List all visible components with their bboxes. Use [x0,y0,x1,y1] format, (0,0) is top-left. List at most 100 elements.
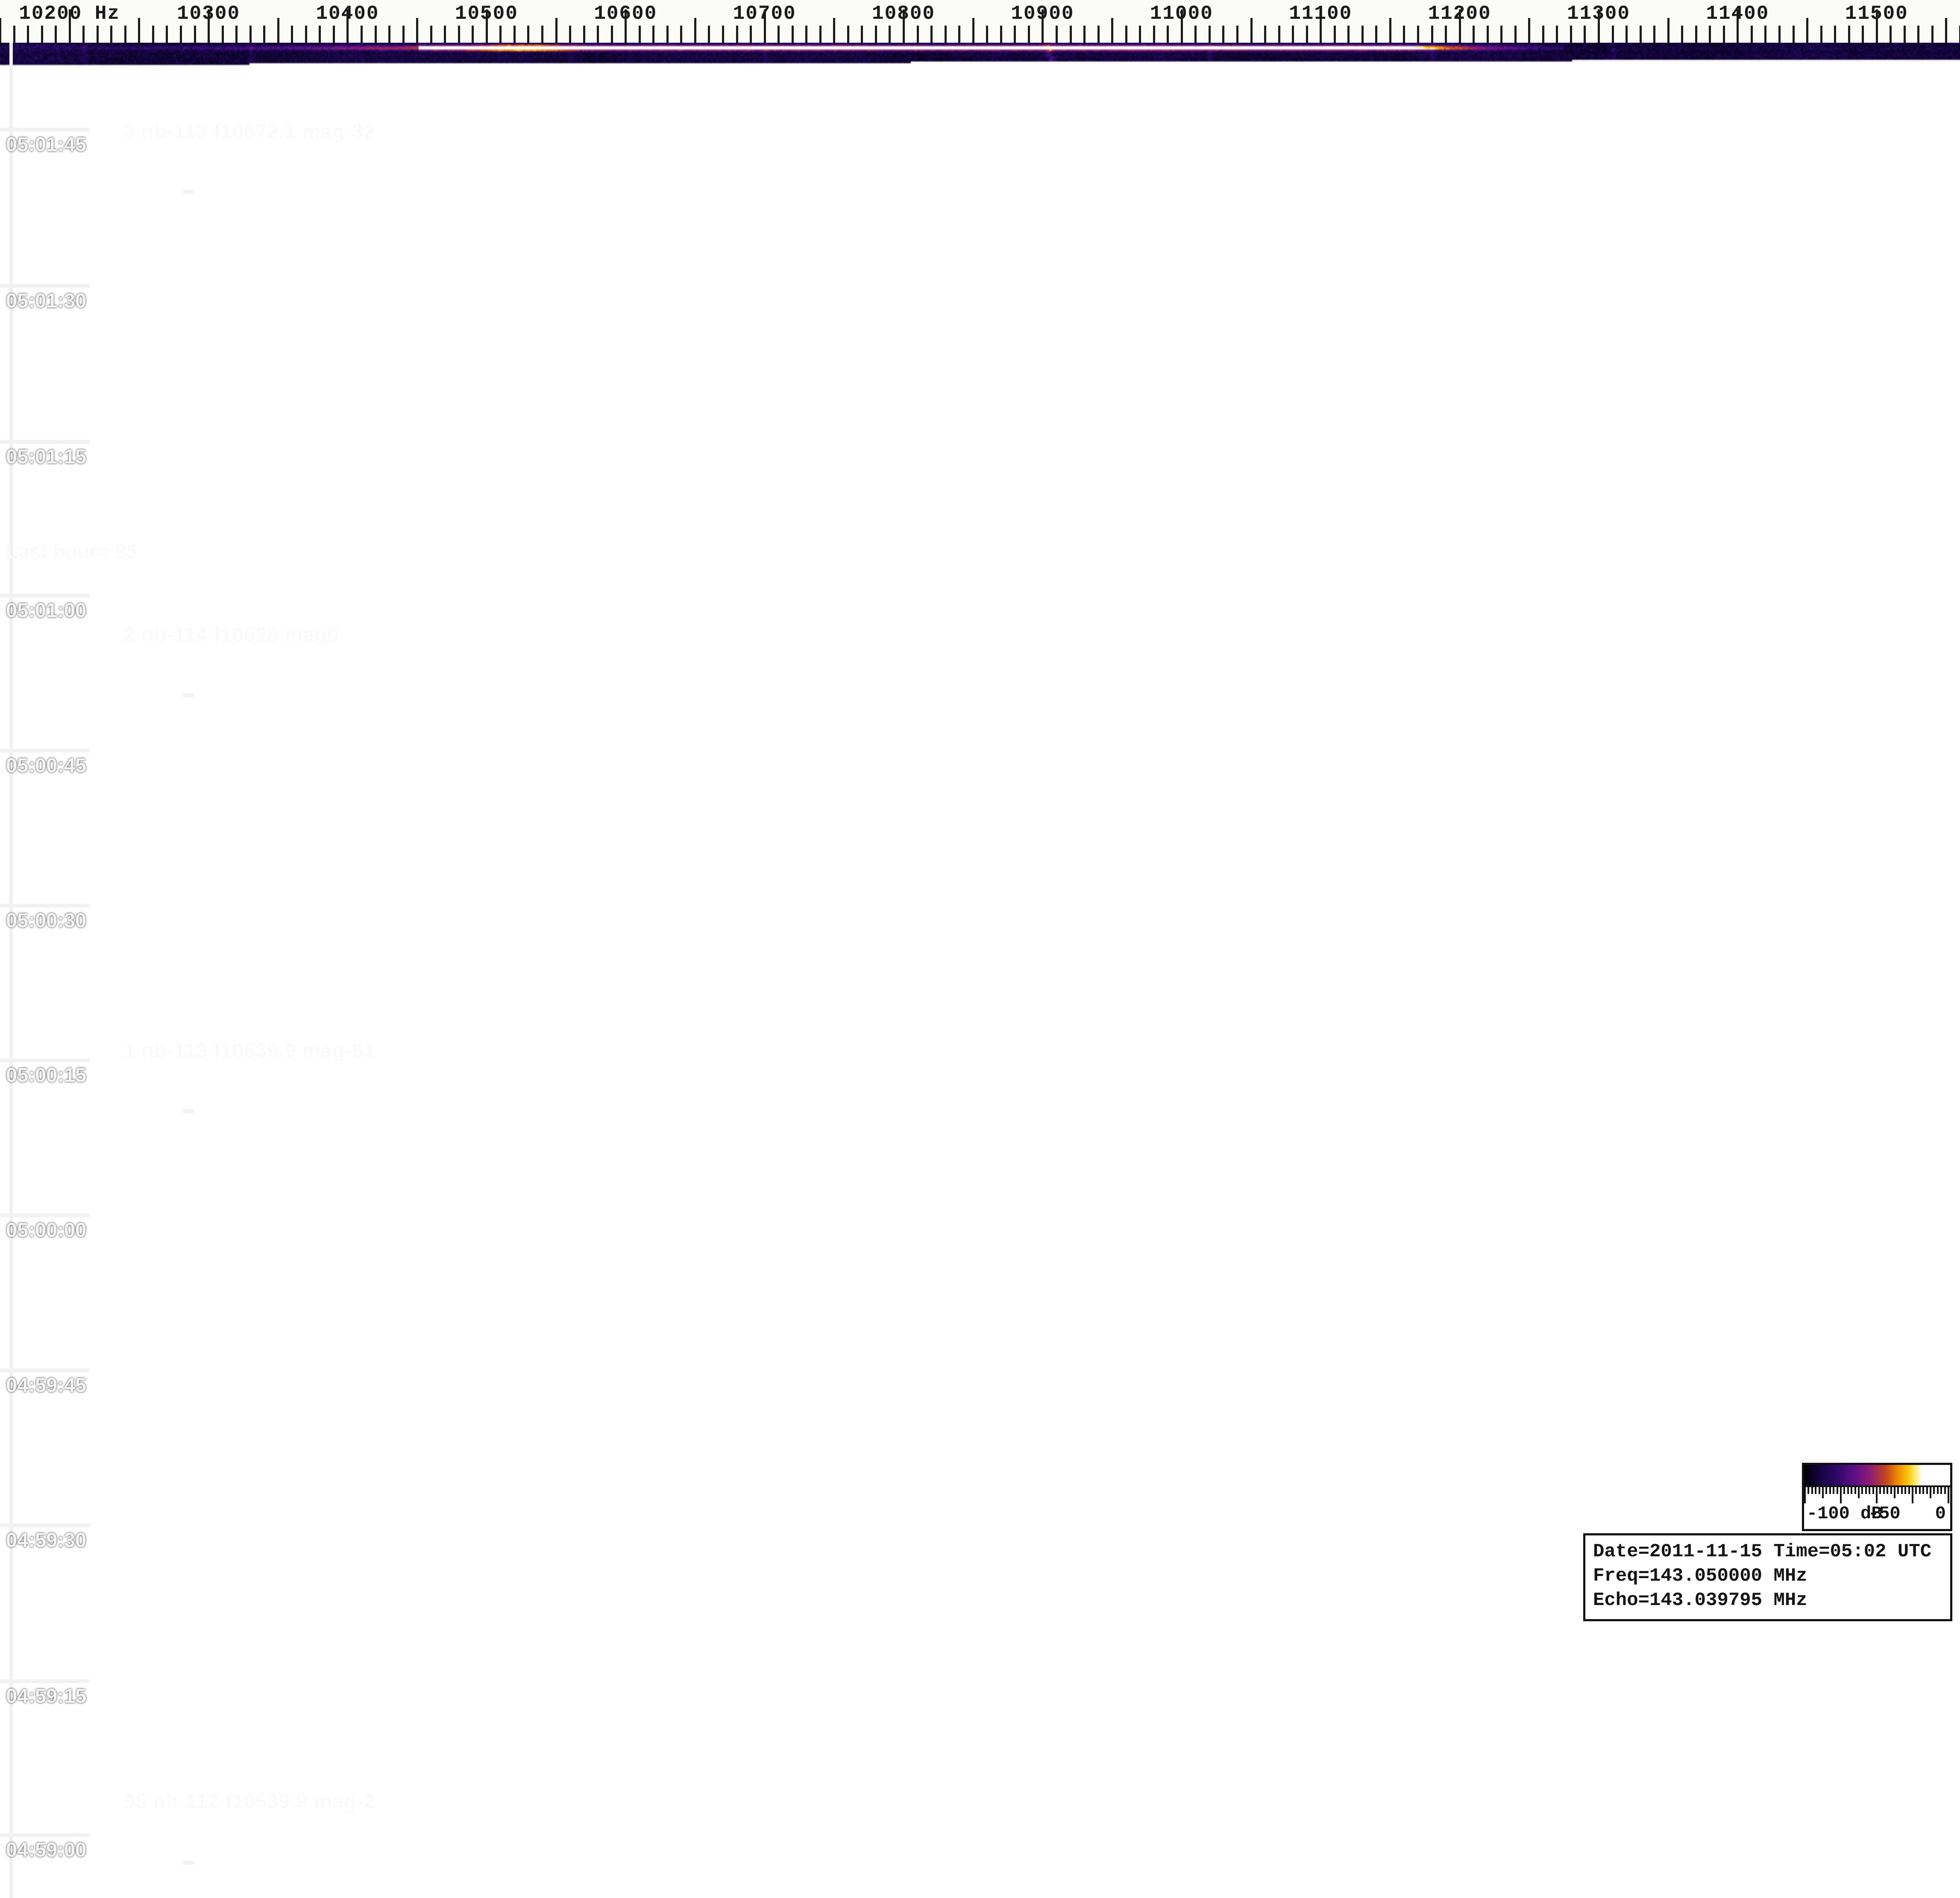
legend-tick [1915,1487,1917,1494]
freq-tick-minor [1848,26,1850,43]
freq-tick-minor [27,26,29,43]
freq-tick-minor [1514,26,1517,43]
freq-tick-minor [1500,26,1503,43]
legend-tick [1822,1487,1824,1498]
legend-tick [1811,1487,1813,1494]
freq-tick-minor [1792,26,1795,43]
freq-tick-minor [513,26,516,43]
freq-tick-minor [1431,26,1433,43]
legend-tick [1887,1487,1889,1494]
legend-tick [1908,1487,1910,1494]
freq-tick-minor [1097,26,1100,43]
legend-tick [1872,1487,1874,1494]
freq-tick-minor [82,26,85,43]
freq-tick-minor [722,26,725,43]
freq-tick-minor [1778,26,1781,43]
freq-tick-minor [736,26,738,43]
freq-tick-minor [694,18,696,43]
freq-tick-minor [610,26,613,43]
info-frequency: Freq=143.050000 MHz [1593,1565,1807,1587]
freq-tick-minor [1584,26,1586,43]
freq-axis-label: 11400 [1706,3,1769,25]
freq-tick-minor [569,26,572,43]
freq-tick-minor [597,26,599,43]
freq-tick-minor [263,26,266,43]
freq-tick-minor [916,26,919,43]
freq-tick-major [346,9,349,43]
legend-tick [1843,1487,1846,1494]
freq-axis-label: 11200 [1428,3,1491,25]
legend-tick [1901,1487,1903,1494]
freq-tick-minor [1862,26,1864,43]
freq-axis-label: 10400 [316,3,379,25]
freq-tick-minor [1208,26,1211,43]
legend-tick [1829,1487,1831,1494]
legend-tick [1807,1487,1810,1494]
legend-tick [1825,1487,1828,1494]
freq-tick-minor [638,26,641,43]
freq-tick-major [903,9,905,43]
freq-tick-minor [194,26,196,43]
freq-tick-minor [332,26,335,43]
freq-tick-minor [1083,26,1086,43]
freq-tick-minor [416,18,419,43]
freq-tick-minor [1681,26,1684,43]
freq-tick-minor [138,18,141,43]
freq-axis-label: 11000 [1150,3,1213,25]
freq-tick-minor [152,26,154,43]
freq-tick-minor [458,26,460,43]
freq-tick-minor [1167,26,1169,43]
freq-tick-minor [1931,26,1934,43]
freq-tick-minor [1111,18,1114,43]
legend-tick [1922,1487,1925,1494]
freq-tick-major [1180,9,1183,43]
legend-tick [1865,1487,1867,1494]
freq-tick-minor [1153,26,1155,43]
freq-tick-minor [791,26,794,43]
freq-tick-minor [1903,26,1906,43]
freq-tick-minor [361,26,363,43]
freq-tick-minor [708,26,710,43]
legend-tick [1940,1487,1942,1494]
waterfall-display[interactable] [0,43,1960,1898]
legend-tick [1930,1487,1931,1498]
legend-tick [1919,1487,1921,1494]
freq-tick-minor [1709,26,1711,43]
status-info-box: Date=2011-11-15 Time=05:02 UTC Freq=143.… [1583,1533,1952,1621]
freq-tick-minor [1473,26,1475,43]
freq-tick-minor [1806,18,1809,43]
freq-tick-minor [778,26,780,43]
freq-tick-minor [110,26,113,43]
freq-tick-minor [1139,26,1141,43]
freq-tick-minor [1667,18,1670,43]
freq-tick-minor [1069,26,1072,43]
freq-tick-minor [1361,26,1364,43]
info-echo-frequency: Echo=143.039795 MHz [1593,1590,1807,1611]
freq-tick-major [1737,9,1739,43]
freq-tick-minor [55,26,57,43]
freq-tick-minor [402,26,405,43]
freq-tick-minor [583,26,585,43]
freq-axis-label: 11100 [1289,3,1353,25]
freq-tick-minor [1000,26,1002,43]
freq-tick-minor [1375,26,1378,43]
freq-tick-minor [1194,26,1197,43]
freq-tick-minor [1917,26,1920,43]
freq-tick-minor [1750,26,1753,43]
freq-tick-minor [861,26,863,43]
freq-tick-minor [1611,26,1614,43]
legend-min-label: -100 dB [1807,1503,1882,1524]
freq-tick-minor [1222,26,1225,43]
freq-tick-minor [1250,18,1253,43]
legend-tick [1879,1487,1881,1494]
freq-tick-minor [305,26,307,43]
freq-tick-minor [13,26,15,43]
legend-tick [1890,1487,1892,1494]
freq-tick-minor [1820,26,1822,43]
freq-tick-major [68,9,71,43]
freq-tick-minor [527,26,530,43]
freq-tick-minor [889,26,891,43]
freq-tick-minor [1959,26,1960,43]
legend-tick [1912,1487,1913,1503]
freq-tick-minor [930,26,933,43]
